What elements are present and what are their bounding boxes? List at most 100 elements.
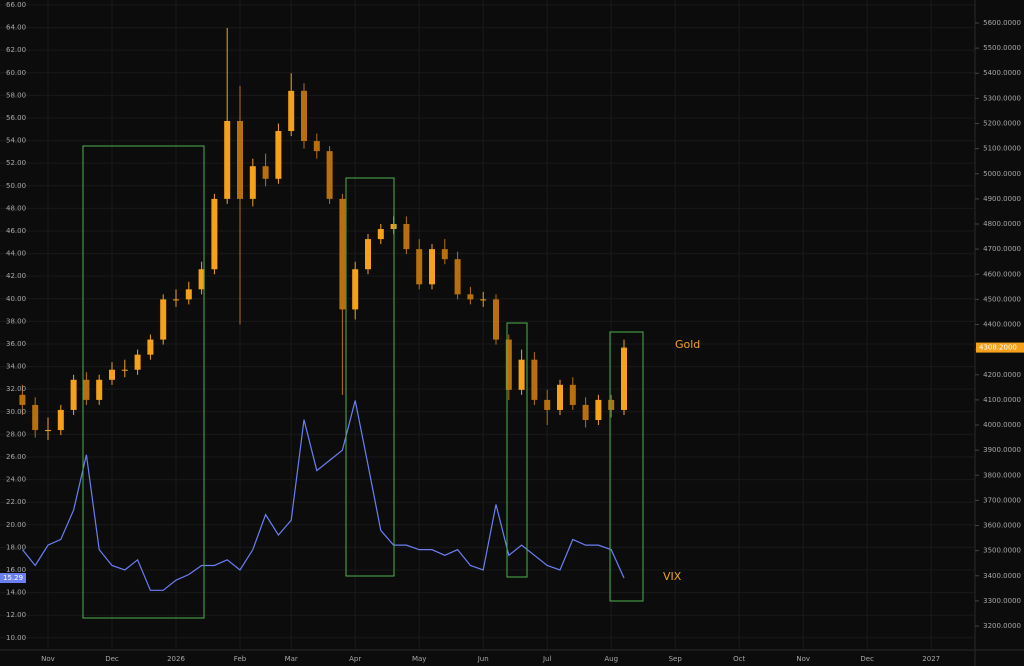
y2-tick-label: 5500.0000	[983, 44, 1021, 52]
y-tick-label: 36.00	[6, 340, 26, 348]
candle-body	[275, 131, 282, 179]
candle-body	[96, 379, 103, 400]
y2-tick-label: 4700.0000	[983, 245, 1021, 253]
y-tick-label: 64.00	[6, 24, 26, 32]
x-tick-label: Sep	[669, 655, 683, 663]
y2-tick-label: 5300.0000	[983, 94, 1021, 102]
grid	[0, 0, 975, 650]
y2-tick-label: 5100.0000	[983, 145, 1021, 153]
candle-body	[403, 224, 410, 250]
y2-tick-label: 3200.0000	[983, 622, 1021, 630]
y2-tick-label: 5400.0000	[983, 69, 1021, 77]
candle-body	[493, 299, 499, 340]
candle-body	[365, 239, 371, 270]
last-value-badge	[976, 342, 1024, 353]
candle-body	[198, 269, 205, 290]
y2-tick-label: 5000.0000	[983, 170, 1021, 178]
y-tick-label: 50.00	[6, 182, 26, 190]
x-tick-label: Jul	[542, 655, 552, 663]
y-tick-label: 28.00	[6, 430, 26, 438]
y-tick-label: 54.00	[6, 137, 26, 145]
y2-tick-label: 4200.0000	[983, 371, 1021, 379]
highlight-box	[506, 322, 528, 578]
y2-tick-label: 4400.0000	[983, 321, 1021, 329]
candle-body	[301, 90, 307, 142]
x-tick-label: 2026	[167, 655, 185, 663]
candle-body	[185, 289, 192, 300]
candle-body	[160, 299, 167, 340]
y-tick-label: 56.00	[6, 114, 26, 122]
x-tick-label: Nov	[41, 655, 55, 663]
candle-body	[224, 120, 231, 199]
y2-tick-label: 4600.0000	[983, 270, 1021, 278]
candle-body	[352, 269, 359, 310]
y2-tick-label: 4800.0000	[983, 220, 1021, 228]
y2-tick-label: 3300.0000	[983, 597, 1021, 605]
y2-tick-label: 3600.0000	[983, 522, 1021, 530]
candle-body	[416, 249, 423, 285]
candle-body	[326, 151, 333, 199]
highlight-box	[345, 177, 395, 577]
candle-body	[569, 384, 576, 405]
y-tick-label: 48.00	[6, 204, 26, 212]
plot	[19, 28, 627, 591]
y-tick-label: 14.00	[6, 589, 26, 597]
y-tick-label: 60.00	[6, 69, 26, 77]
candle-body	[211, 198, 218, 270]
y-tick-label: 40.00	[6, 295, 26, 303]
y-tick-label: 20.00	[6, 521, 26, 529]
candle-body	[454, 259, 461, 295]
y-tick-label: 18.00	[6, 543, 26, 551]
y2-tick-label: 4900.0000	[983, 195, 1021, 203]
candle-body	[121, 369, 128, 371]
candle-body	[377, 229, 384, 240]
last-value-label: 4308.2000	[979, 344, 1017, 352]
candle-body	[313, 141, 320, 152]
candle-body	[557, 384, 563, 410]
x-tick-label: Nov	[796, 655, 810, 663]
y-tick-label: 44.00	[6, 250, 26, 258]
y-tick-label: 16.00	[6, 566, 26, 574]
highlight-box	[82, 145, 205, 619]
candle-body	[57, 409, 64, 431]
y-tick-label: 30.00	[6, 408, 26, 416]
y2-tick-label: 4500.0000	[983, 295, 1021, 303]
candle-body	[83, 379, 90, 400]
x-tick-label: Aug	[604, 655, 618, 663]
line-series	[21, 400, 625, 591]
candle-body	[70, 379, 77, 410]
candle-body	[531, 359, 538, 400]
candle-body	[109, 369, 115, 380]
x-tick-label: Apr	[349, 655, 361, 663]
x-tick-label: Jun	[477, 655, 489, 663]
x-tick-label: Feb	[234, 655, 247, 663]
candle-body	[32, 404, 39, 431]
x-tick-label: 2027	[922, 655, 940, 663]
y2-tick-label: 4100.0000	[983, 396, 1021, 404]
candle-body	[147, 339, 154, 355]
y-tick-label: 32.00	[6, 385, 26, 393]
y-tick-label: 58.00	[6, 91, 26, 99]
candle-body	[441, 249, 448, 260]
candle-body	[134, 354, 141, 370]
candle-body	[173, 299, 179, 301]
candle-body	[262, 166, 269, 179]
candle-body	[582, 404, 589, 420]
y2-tick-label: 3800.0000	[983, 471, 1021, 479]
y-tick-label: 12.00	[6, 611, 26, 619]
y-tick-label: 42.00	[6, 272, 26, 280]
x-tick-label: Mar	[285, 655, 298, 663]
y2-tick-label: 3500.0000	[983, 547, 1021, 555]
y-tick-label: 26.00	[6, 453, 26, 461]
y2-tick-label: 3400.0000	[983, 572, 1021, 580]
x-tick-label: Dec	[860, 655, 874, 663]
y-tick-label: 52.00	[6, 159, 26, 167]
candle-body	[339, 198, 346, 310]
y2-tick-label: 4000.0000	[983, 421, 1021, 429]
candle-body	[505, 339, 512, 390]
annotation: VIX	[663, 570, 682, 583]
annotation: Gold	[675, 338, 700, 351]
y-tick-label: 62.00	[6, 46, 26, 54]
